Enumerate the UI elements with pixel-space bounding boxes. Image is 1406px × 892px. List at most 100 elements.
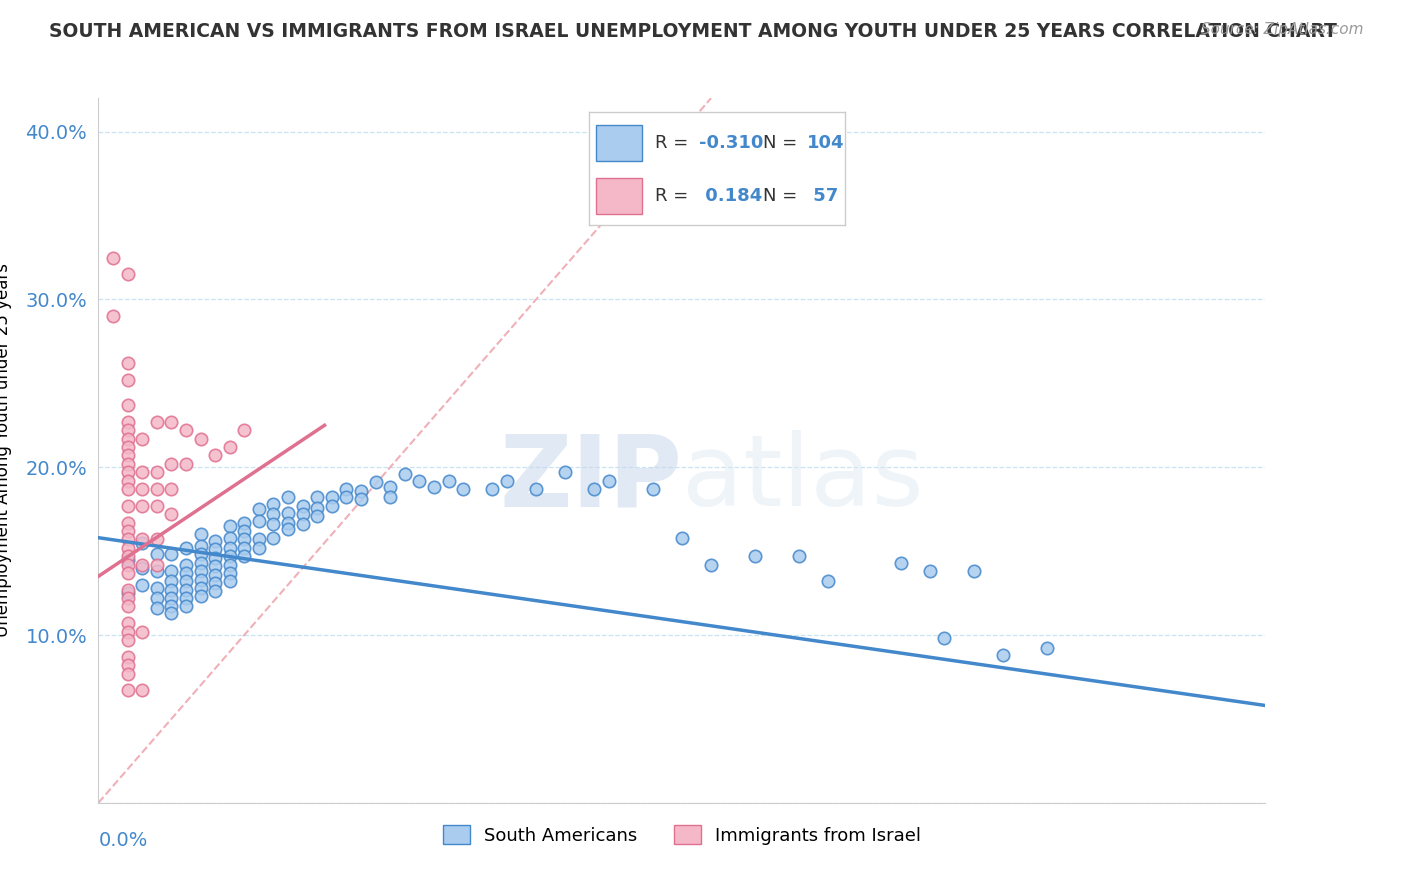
- Point: [481, 482, 503, 496]
- Legend: South Americans, Immigrants from Israel: South Americans, Immigrants from Israel: [433, 816, 931, 854]
- Point: [174, 558, 197, 572]
- Point: [380, 480, 402, 494]
- Point: [277, 491, 299, 505]
- Point: [335, 491, 357, 505]
- Point: [204, 567, 226, 582]
- Point: [160, 415, 183, 429]
- Point: [204, 584, 226, 599]
- Point: [218, 531, 240, 545]
- Point: [117, 649, 139, 664]
- Point: [641, 482, 664, 496]
- Point: [350, 483, 373, 498]
- Point: [423, 480, 446, 494]
- Point: [190, 581, 212, 595]
- Point: [218, 558, 240, 572]
- Point: [117, 415, 139, 429]
- Y-axis label: Unemployment Among Youth under 25 years: Unemployment Among Youth under 25 years: [0, 263, 11, 638]
- Point: [131, 482, 153, 496]
- Point: [321, 491, 343, 505]
- Point: [174, 457, 197, 471]
- Point: [117, 658, 139, 673]
- Point: [364, 475, 387, 490]
- Point: [190, 539, 212, 553]
- Point: [787, 549, 810, 564]
- Point: [117, 423, 139, 437]
- Point: [233, 549, 256, 564]
- Point: [146, 591, 169, 606]
- Point: [131, 561, 153, 575]
- Point: [131, 533, 153, 547]
- Point: [277, 516, 299, 530]
- Point: [160, 457, 183, 471]
- Point: [394, 467, 416, 481]
- Point: [524, 482, 547, 496]
- Point: [117, 457, 139, 471]
- Point: [218, 549, 240, 564]
- Point: [117, 549, 139, 564]
- Point: [380, 491, 402, 505]
- Point: [160, 574, 183, 589]
- Text: SOUTH AMERICAN VS IMMIGRANTS FROM ISRAEL UNEMPLOYMENT AMONG YOUTH UNDER 25 YEARS: SOUTH AMERICAN VS IMMIGRANTS FROM ISRAEL…: [49, 22, 1337, 41]
- Point: [160, 507, 183, 521]
- Point: [190, 432, 212, 446]
- Point: [408, 474, 430, 488]
- Point: [117, 666, 139, 681]
- Point: [991, 648, 1014, 662]
- Point: [554, 465, 576, 479]
- Point: [117, 482, 139, 496]
- Point: [277, 522, 299, 536]
- Point: [146, 533, 169, 547]
- Point: [744, 549, 766, 564]
- Point: [117, 633, 139, 648]
- Point: [117, 558, 139, 572]
- Point: [335, 482, 357, 496]
- Point: [291, 517, 314, 532]
- Point: [117, 683, 139, 698]
- Point: [174, 423, 197, 437]
- Point: [117, 566, 139, 580]
- Point: [117, 541, 139, 555]
- Point: [204, 559, 226, 574]
- Point: [307, 500, 329, 515]
- Point: [247, 541, 270, 555]
- Point: [247, 502, 270, 516]
- Point: [160, 591, 183, 606]
- Point: [277, 506, 299, 520]
- Point: [291, 507, 314, 521]
- Point: [146, 499, 169, 513]
- Point: [146, 548, 169, 562]
- Point: [131, 683, 153, 698]
- Point: [190, 590, 212, 604]
- Point: [190, 556, 212, 570]
- Point: [218, 574, 240, 589]
- Point: [146, 564, 169, 578]
- Point: [262, 507, 284, 521]
- Point: [174, 591, 197, 606]
- Point: [190, 527, 212, 541]
- Point: [146, 465, 169, 479]
- Point: [671, 531, 693, 545]
- Point: [117, 465, 139, 479]
- Point: [496, 474, 519, 488]
- Point: [131, 558, 153, 572]
- Point: [117, 356, 139, 370]
- Point: [131, 535, 153, 549]
- Text: Source: ZipAtlas.com: Source: ZipAtlas.com: [1201, 22, 1364, 37]
- Point: [146, 482, 169, 496]
- Point: [218, 541, 240, 555]
- Point: [117, 398, 139, 412]
- Point: [174, 541, 197, 555]
- Point: [262, 497, 284, 511]
- Point: [307, 491, 329, 505]
- Point: [233, 533, 256, 547]
- Point: [131, 577, 153, 591]
- Point: [218, 566, 240, 580]
- Point: [233, 423, 256, 437]
- Point: [146, 581, 169, 595]
- Point: [291, 499, 314, 513]
- Point: [204, 534, 226, 549]
- Point: [934, 632, 956, 646]
- Point: [101, 251, 124, 265]
- Point: [583, 482, 606, 496]
- Point: [890, 556, 912, 570]
